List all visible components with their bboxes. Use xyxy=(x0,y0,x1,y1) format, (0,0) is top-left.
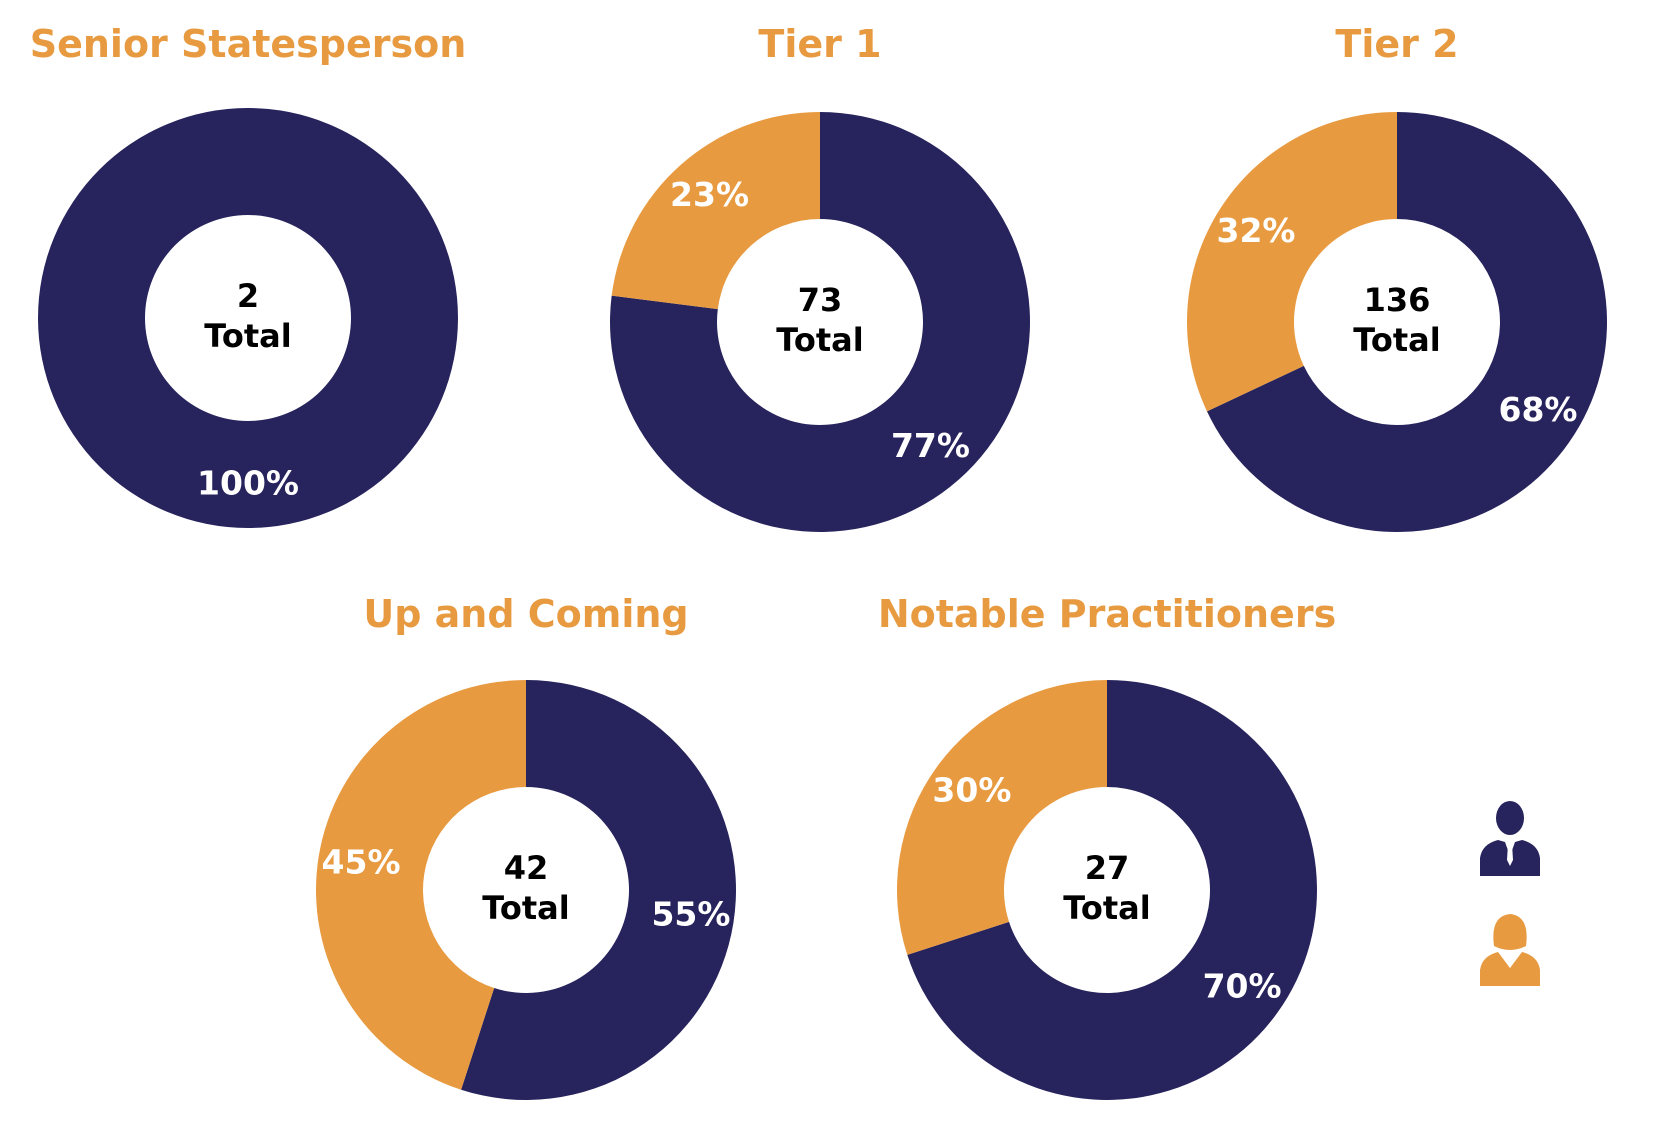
slice-male xyxy=(461,680,737,1100)
slice-female xyxy=(1187,112,1397,412)
slice-label-female: 30% xyxy=(932,770,1011,809)
slice-male xyxy=(1206,112,1607,532)
slice-female xyxy=(897,680,1107,955)
total-label: Total xyxy=(776,321,863,359)
total-count: 136 xyxy=(1364,281,1431,319)
slice-label-female: 32% xyxy=(1216,211,1295,250)
chart-title: Tier 2 xyxy=(1335,22,1459,66)
chart-title: Tier 1 xyxy=(758,22,882,66)
total-label: Total xyxy=(204,317,291,355)
slice-male xyxy=(610,112,1030,532)
slice-label-male: 100% xyxy=(197,464,299,503)
total-label: Total xyxy=(482,889,569,927)
woman-icon xyxy=(1480,914,1540,986)
total-label: Total xyxy=(1063,889,1150,927)
slice-label-female: 45% xyxy=(322,842,401,881)
slice-label-male: 70% xyxy=(1203,967,1282,1006)
slice-female xyxy=(611,112,820,310)
chart-title: Notable Practitioners xyxy=(877,592,1337,636)
total-label: Total xyxy=(1353,321,1440,359)
man-icon xyxy=(1480,801,1540,876)
slice-male xyxy=(38,108,458,528)
slice-label-male: 77% xyxy=(891,426,970,465)
total-count: 42 xyxy=(504,849,549,887)
total-count: 73 xyxy=(798,281,843,319)
chart-title: Senior Statesperson xyxy=(29,22,467,66)
slice-label-male: 68% xyxy=(1499,390,1578,429)
slice-label-female: 23% xyxy=(670,175,749,214)
total-count: 27 xyxy=(1085,849,1130,887)
total-count: 2 xyxy=(237,277,259,315)
slice-male xyxy=(907,680,1317,1100)
slice-label-male: 55% xyxy=(651,895,730,934)
slice-female xyxy=(316,680,526,1090)
chart-title: Up and Coming xyxy=(363,592,689,636)
